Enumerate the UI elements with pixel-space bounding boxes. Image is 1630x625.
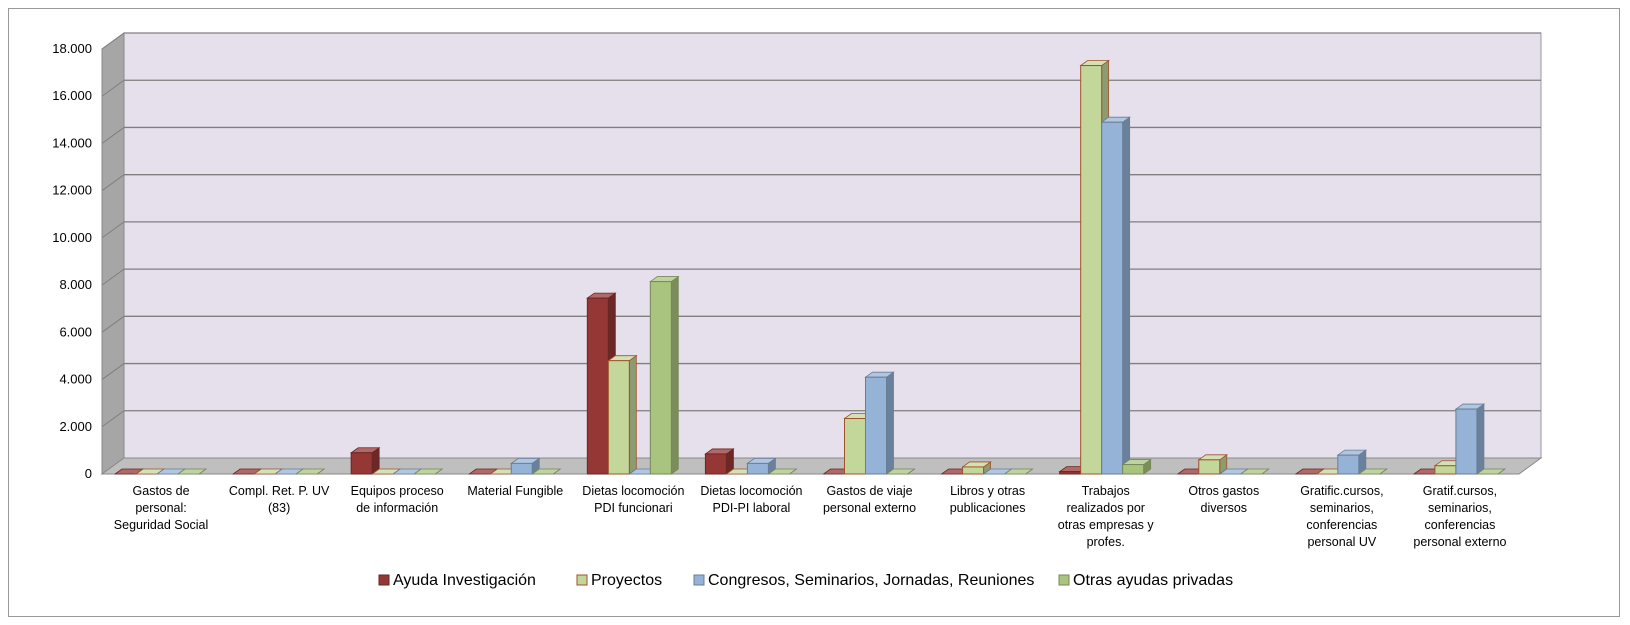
gridline-side — [101, 32, 125, 50]
x-tick-label-text: Gratif.cursos, seminarios, conferencias per… — [1413, 484, 1507, 549]
y-tick-label: 6.000 — [59, 324, 92, 339]
bar — [1100, 116, 1131, 475]
bar — [1121, 458, 1152, 475]
x-tick-label-text: Dietas locomoción PDI-PI laboral — [700, 484, 803, 515]
x-tick-label-text: Gratific.cursos, seminarios, conferencias p… — [1300, 484, 1384, 549]
x-tick-label-text: Libros y otras publicaciones — [949, 484, 1026, 515]
gridline-side — [101, 410, 125, 428]
legend-swatch — [1058, 574, 1070, 586]
bar — [1336, 449, 1368, 475]
gridline-side — [101, 79, 125, 97]
legend-swatch — [576, 574, 588, 586]
x-tick-label: Gratif.cursos,seminarios,conferenciasper… — [1413, 484, 1507, 549]
bar — [1454, 403, 1486, 475]
gridline-side — [101, 127, 125, 144]
y-tick-label: 10.000 — [52, 230, 92, 245]
bar — [531, 468, 562, 475]
y-tick-label: 4.000 — [59, 372, 92, 387]
y-tick-label: 16.000 — [52, 88, 92, 103]
bar — [649, 275, 680, 475]
bar — [961, 461, 992, 475]
chart-frame: 0 2.000 4.000 6.000 8.000 10.000 12.000 14.000 1… — [8, 8, 1620, 617]
gridline-side — [101, 315, 125, 333]
bar — [864, 371, 895, 475]
y-tick-label: 0 — [85, 466, 92, 481]
bar — [1003, 468, 1034, 475]
gridline-side — [101, 221, 125, 239]
bar — [885, 468, 916, 475]
legend-label: Otras ayudas privadas — [1073, 572, 1233, 589]
bar — [510, 457, 541, 475]
x-tick-label-text: Compl. Ret. P. UV (83) — [228, 484, 330, 515]
legend-label: Ayuda Investigación — [393, 572, 536, 589]
x-tick-label: Compl. Ret. P. UV(83) — [228, 484, 330, 515]
bar — [607, 354, 638, 475]
bar — [294, 468, 326, 475]
chart-floor — [100, 457, 1543, 475]
bar — [1239, 468, 1270, 475]
chart-back-wall — [123, 32, 1542, 459]
y-tick-label: 18.000 — [52, 41, 92, 56]
x-tick-label-text: Gastos de viaje personal externo — [822, 484, 917, 515]
gridline-side — [101, 268, 125, 286]
bar-chart: 0 2.000 4.000 6.000 8.000 10.000 12.000 14.000 1… — [52, 32, 1543, 589]
bar — [412, 468, 444, 475]
legend-label: Congresos, Seminarios, Jornadas, Reunion… — [708, 572, 1034, 589]
y-tick-label: 14.000 — [52, 135, 92, 150]
x-tick-label-text: Trabajos realizados por otras empresas y pr… — [1057, 484, 1154, 549]
x-tick-label: Gratific.cursos,seminarios,conferenciasp… — [1300, 484, 1384, 549]
gridline-side — [101, 174, 125, 192]
bar — [767, 468, 798, 475]
gridline-side — [101, 363, 125, 380]
bar — [176, 468, 208, 475]
x-tick-label: Material Fungible — [467, 484, 564, 498]
bar — [1475, 468, 1507, 475]
bar — [349, 446, 381, 475]
legend-swatch — [693, 574, 705, 586]
bar — [704, 448, 735, 475]
x-tick-label-text: Material Fungible — [467, 484, 564, 498]
x-tick-label-text: Equipos proceso de información — [350, 484, 444, 515]
bar — [1197, 454, 1228, 475]
y-tick-label: 12.000 — [52, 183, 92, 198]
x-tick-label-text: Dietas locomoción PDI funcionari — [582, 484, 685, 515]
x-tick-label-text: Gastos de personal: Seguridad Social — [113, 484, 209, 532]
chart-side-wall — [101, 32, 125, 475]
legend-swatch — [378, 574, 390, 586]
x-tick-label-text: Otros gastos diversos — [1188, 484, 1260, 515]
bar — [1357, 468, 1389, 475]
y-tick-label: 8.000 — [59, 277, 92, 292]
legend-label: Proyectos — [591, 572, 662, 589]
y-tick-label: 2.000 — [59, 419, 92, 434]
